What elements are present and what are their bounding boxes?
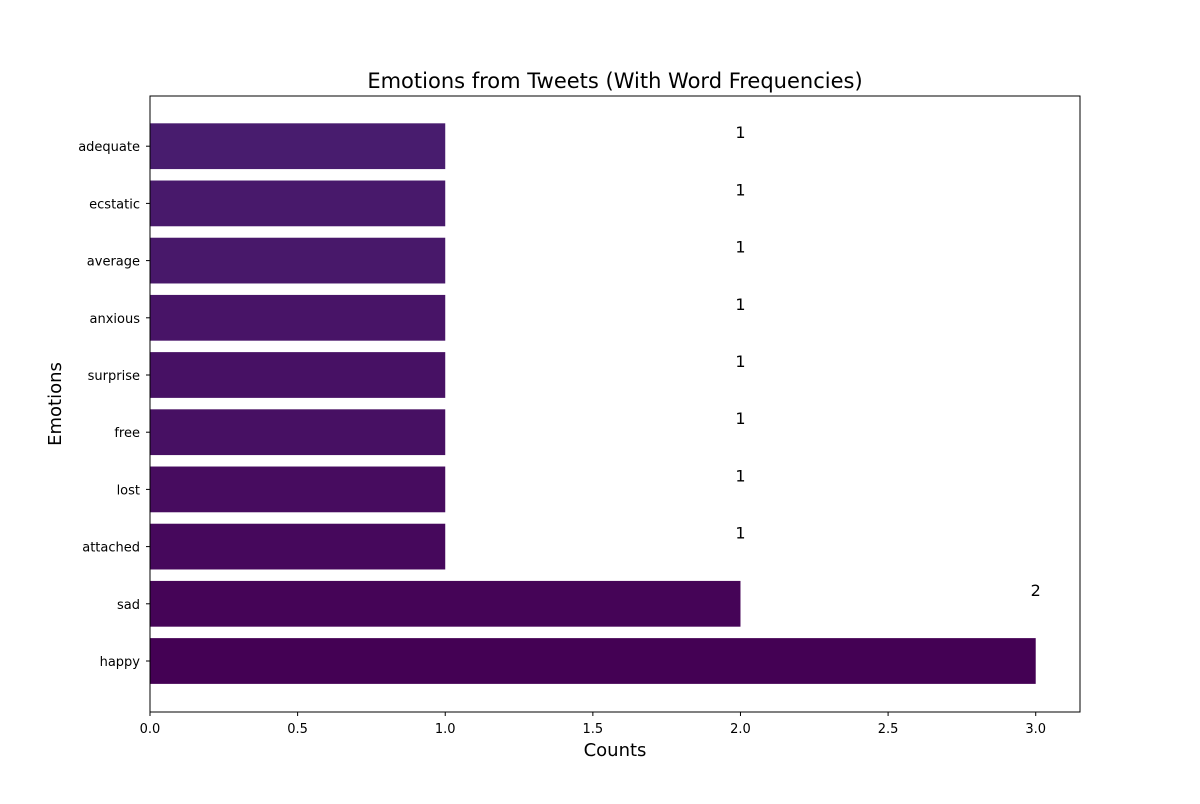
x-tick-label: 1.0 <box>435 722 456 737</box>
data-label-adequate: 1 <box>735 123 745 142</box>
y-tick-label-free: free <box>114 426 140 441</box>
y-tick-label-average: average <box>87 255 140 270</box>
bar-surprise <box>150 352 446 398</box>
data-label-lost: 1 <box>735 466 745 485</box>
y-tick-label-surprise: surprise <box>88 369 140 384</box>
y-tick-label-sad: sad <box>117 598 140 613</box>
bar-lost <box>150 466 446 513</box>
x-tick-label: 0.0 <box>140 722 161 737</box>
y-tick-label-happy: happy <box>100 655 141 670</box>
bar-adequate <box>150 123 446 170</box>
bar-sad <box>150 580 741 627</box>
y-tick-label-anxious: anxious <box>90 312 141 327</box>
x-tick-label: 2.0 <box>730 722 751 737</box>
y-axis-title: Emotions <box>45 362 66 446</box>
x-tick-label: 0.5 <box>287 722 308 737</box>
x-tick-label: 1.5 <box>583 722 604 737</box>
data-label-ecstatic: 1 <box>735 180 745 199</box>
data-label-surprise: 1 <box>735 352 745 371</box>
bar-anxious <box>150 294 446 341</box>
data-label-anxious: 1 <box>735 295 745 314</box>
x-tick-label: 2.5 <box>878 722 899 737</box>
chart-title: Emotions from Tweets (With Word Frequenc… <box>367 69 862 93</box>
y-tick-label-adequate: adequate <box>78 140 140 155</box>
x-tick-label: 3.0 <box>1025 722 1046 737</box>
data-label-free: 1 <box>735 409 745 428</box>
x-axis-ticks: 0.0 0.5 1.0 1.5 2.0 2.5 3.0 <box>140 712 1046 737</box>
y-axis-ticks: happy sad attached lost free surprise anxious a… <box>78 140 150 670</box>
bar-ecstatic <box>150 180 446 227</box>
bar-attached <box>150 523 446 570</box>
plot-frame <box>149 95 1081 713</box>
y-tick-label-attached: attached <box>82 541 140 556</box>
data-label-attached: 1 <box>735 524 745 543</box>
data-label-average: 1 <box>735 238 745 257</box>
bar-average <box>150 237 446 284</box>
x-axis-title: Counts <box>584 740 647 761</box>
data-label-sad: 2 <box>1031 581 1041 600</box>
y-tick-label-lost: lost <box>117 483 140 498</box>
bar-happy <box>150 638 1036 684</box>
data-labels-layer: 2 1 1 1 1 1 1 1 1 <box>735 123 1040 600</box>
y-tick-label-ecstatic: ecstatic <box>89 197 140 212</box>
bars-layer <box>150 123 1036 684</box>
bar-free <box>150 409 446 456</box>
